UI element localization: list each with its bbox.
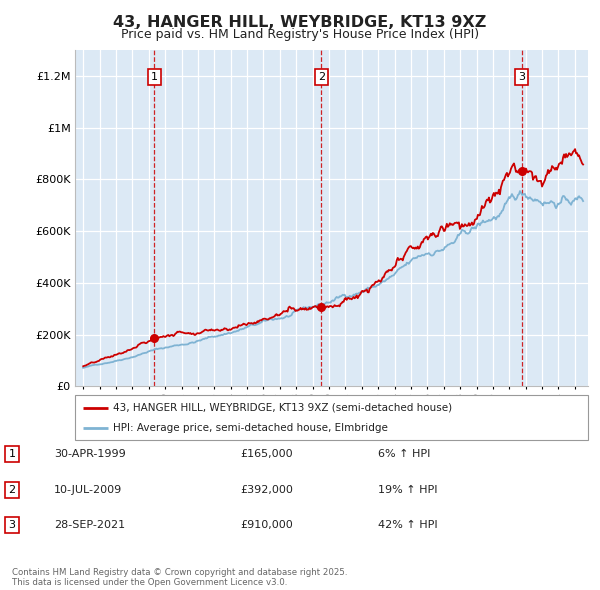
Text: 3: 3	[518, 73, 525, 83]
Text: 3: 3	[8, 520, 16, 530]
Text: 2: 2	[318, 73, 325, 83]
Text: 1: 1	[8, 450, 16, 459]
Text: 19% ↑ HPI: 19% ↑ HPI	[378, 485, 437, 494]
Text: 2: 2	[8, 485, 16, 494]
Text: Price paid vs. HM Land Registry's House Price Index (HPI): Price paid vs. HM Land Registry's House …	[121, 28, 479, 41]
Text: 42% ↑ HPI: 42% ↑ HPI	[378, 520, 437, 530]
Text: £392,000: £392,000	[240, 485, 293, 494]
Text: 1: 1	[151, 73, 158, 83]
Text: 43, HANGER HILL, WEYBRIDGE, KT13 9XZ: 43, HANGER HILL, WEYBRIDGE, KT13 9XZ	[113, 15, 487, 30]
Text: £910,000: £910,000	[240, 520, 293, 530]
Text: Contains HM Land Registry data © Crown copyright and database right 2025.
This d: Contains HM Land Registry data © Crown c…	[12, 568, 347, 587]
Text: 6% ↑ HPI: 6% ↑ HPI	[378, 450, 430, 459]
Text: 10-JUL-2009: 10-JUL-2009	[54, 485, 122, 494]
Text: HPI: Average price, semi-detached house, Elmbridge: HPI: Average price, semi-detached house,…	[113, 424, 388, 434]
Text: 43, HANGER HILL, WEYBRIDGE, KT13 9XZ (semi-detached house): 43, HANGER HILL, WEYBRIDGE, KT13 9XZ (se…	[113, 403, 452, 412]
Text: 30-APR-1999: 30-APR-1999	[54, 450, 126, 459]
Text: 28-SEP-2021: 28-SEP-2021	[54, 520, 125, 530]
Text: £165,000: £165,000	[240, 450, 293, 459]
